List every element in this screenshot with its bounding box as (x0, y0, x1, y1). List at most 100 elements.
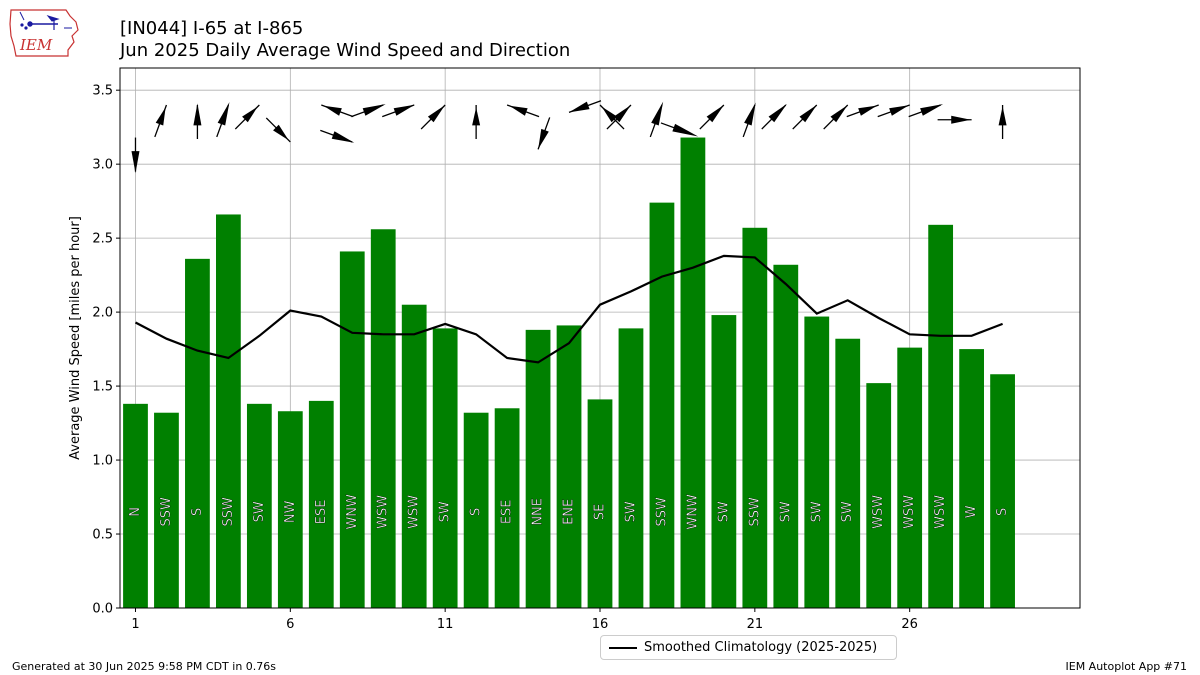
legend-label: Smoothed Climatology (2025-2025) (644, 640, 878, 655)
chart-subtitle: Jun 2025 Daily Average Wind Speed and Di… (120, 40, 571, 61)
direction-label: SW (623, 501, 638, 522)
wind-barb (320, 129, 355, 143)
wind-barb (131, 137, 140, 174)
x-tick-label: 6 (286, 617, 294, 632)
direction-label: SSW (654, 497, 669, 527)
wind-barb (321, 104, 354, 118)
direction-label: WSW (902, 495, 917, 529)
direction-label: S (190, 508, 205, 516)
bar (618, 328, 644, 608)
bar (370, 229, 396, 609)
direction-label: ENE (562, 499, 577, 525)
iowa-state-outline (9, 9, 79, 57)
direction-label: S (469, 508, 484, 516)
bar (246, 403, 272, 608)
bar (649, 202, 675, 609)
direction-label: SSW (747, 497, 762, 527)
bar (742, 227, 768, 608)
legend-line-swatch (609, 647, 637, 649)
wind-barb (761, 103, 787, 130)
y-tick-label: 1.0 (92, 454, 113, 469)
generated-timestamp: Generated at 30 Jun 2025 9:58 PM CDT in … (12, 660, 277, 673)
logo-text: IEM (19, 36, 53, 54)
wind-barb (351, 104, 386, 118)
bar (804, 316, 830, 608)
wind-barb (908, 104, 944, 118)
wind-barb (792, 104, 818, 130)
wind-barb (193, 103, 202, 139)
y-tick-label: 0.5 (92, 528, 113, 543)
y-tick-label: 1.5 (92, 380, 113, 395)
bar (773, 264, 799, 608)
bar (432, 328, 458, 608)
direction-label: WSW (407, 495, 422, 529)
bar (587, 399, 613, 608)
bar (123, 403, 148, 608)
y-axis-label: Average Wind Speed [miles per hour] (68, 216, 83, 460)
bar (463, 412, 489, 608)
climatology-series-line (134, 254, 1003, 364)
climatology-line (134, 254, 1003, 364)
bar (990, 374, 1015, 608)
direction-label: SW (716, 501, 731, 522)
x-tick-label: 26 (901, 617, 918, 632)
direction-labels: N SSW S SSW SW NW ESE WNW WSW WSW SW S ESE NNE ENE SE SW… (128, 494, 1010, 530)
station-icon (19, 11, 72, 30)
wind-barb (649, 101, 664, 138)
bar (185, 258, 210, 608)
wind-barbs (131, 100, 1007, 174)
app-credit: IEM Autoplot App #71 (1065, 660, 1188, 673)
direction-label: NNE (531, 498, 546, 526)
wind-barb (234, 104, 260, 130)
wind-barb (998, 104, 1007, 139)
direction-label: SW (438, 501, 453, 522)
wind-barb (742, 102, 756, 138)
wind-barb (599, 104, 625, 130)
bar (339, 251, 365, 608)
bar (154, 412, 179, 608)
bar (401, 304, 427, 608)
wind-barb (568, 100, 602, 113)
direction-label: W (964, 505, 979, 518)
x-tick-label: 1 (131, 617, 139, 632)
direction-label: WSW (933, 495, 948, 529)
bar (711, 315, 737, 608)
direction-label: ESE (314, 499, 329, 524)
y-tick-label: 2.0 (92, 306, 113, 321)
bar (866, 383, 892, 608)
bar (277, 411, 303, 608)
bar (928, 224, 954, 609)
bar (494, 408, 520, 608)
direction-label: NW (283, 500, 298, 523)
bar (525, 329, 551, 608)
bar (680, 137, 706, 608)
direction-label: ESE (500, 499, 515, 524)
wind-barb (154, 104, 168, 138)
direction-label: WNW (345, 494, 360, 530)
bar (308, 400, 334, 608)
bar (959, 349, 984, 608)
wind-barb (606, 104, 632, 130)
x-tick-label: 21 (747, 617, 764, 632)
bar (216, 214, 241, 608)
x-tick-label: 16 (592, 617, 609, 632)
wind-barb (420, 104, 446, 130)
bar (835, 338, 861, 608)
direction-label: SW (840, 501, 855, 522)
y-tick-label: 3.5 (92, 84, 113, 99)
x-axis-ticks: 1 6 11 16 21 26 (131, 608, 918, 632)
y-tick-label: 3.0 (92, 158, 113, 173)
wind-barb (216, 102, 230, 138)
wind-barb (506, 104, 540, 118)
direction-label: SW (809, 501, 824, 522)
bar (556, 325, 582, 608)
y-tick-label: 2.5 (92, 232, 113, 247)
direction-label: SSW (159, 497, 174, 527)
bar (897, 347, 923, 608)
wind-barb (846, 104, 879, 118)
direction-label: SSW (221, 497, 236, 527)
direction-label: S (995, 508, 1010, 516)
wind-barb (472, 104, 481, 139)
direction-label: WSW (871, 495, 886, 529)
